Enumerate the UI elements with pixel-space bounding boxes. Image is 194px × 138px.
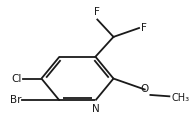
Text: N: N — [92, 104, 99, 114]
Text: F: F — [94, 7, 100, 17]
Text: O: O — [141, 84, 149, 95]
Text: Cl: Cl — [12, 74, 22, 84]
Text: F: F — [141, 23, 147, 33]
Text: CH₃: CH₃ — [171, 93, 189, 103]
Text: Br: Br — [10, 95, 22, 105]
